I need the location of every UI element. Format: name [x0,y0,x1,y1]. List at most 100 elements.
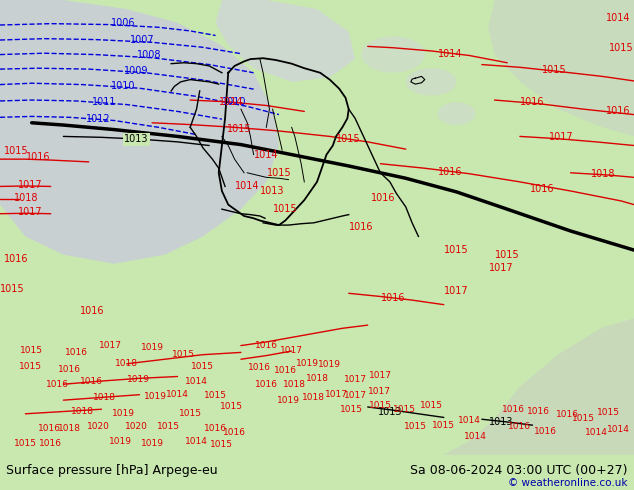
Text: 1016: 1016 [255,380,278,389]
Text: 1016: 1016 [556,410,579,419]
Text: 1019: 1019 [144,392,167,401]
Text: 1015: 1015 [1,284,25,294]
Text: 1014: 1014 [606,13,630,23]
Polygon shape [216,0,355,82]
Text: 1015: 1015 [609,43,633,53]
Text: 1014: 1014 [185,437,208,445]
Text: 1015: 1015 [220,402,243,412]
Text: 1014: 1014 [585,428,607,438]
Text: 1014: 1014 [254,149,278,160]
Text: 1014: 1014 [219,98,243,107]
Text: 1015: 1015 [4,146,28,156]
Text: 1015: 1015 [191,362,214,370]
Text: 1015: 1015 [157,422,179,431]
Text: 1019: 1019 [112,409,135,418]
Text: 1015: 1015 [340,405,363,414]
Text: 1015: 1015 [172,350,195,359]
Text: © weatheronline.co.uk: © weatheronline.co.uk [508,478,628,488]
Text: 1019: 1019 [141,343,164,352]
Text: 1018: 1018 [592,169,616,179]
Text: 1016: 1016 [39,439,62,448]
Text: 1019: 1019 [296,359,319,368]
Text: 1015: 1015 [20,345,43,355]
Text: 1015: 1015 [597,408,620,417]
Text: 1017: 1017 [549,132,573,142]
Text: 1013: 1013 [124,134,148,144]
Text: 1018: 1018 [302,393,325,402]
Text: 1007: 1007 [131,35,155,45]
Text: 1020: 1020 [87,422,110,431]
Text: 1014: 1014 [185,377,208,387]
Text: 1019: 1019 [277,395,300,405]
Text: 1016: 1016 [502,405,525,414]
Text: 1018: 1018 [115,359,138,368]
Text: 1013: 1013 [261,186,285,196]
Text: 1015: 1015 [572,414,595,423]
Text: 1017: 1017 [444,286,469,296]
Text: 1016: 1016 [46,380,68,389]
Text: 1006: 1006 [112,18,136,28]
Text: 1014: 1014 [458,416,481,425]
Text: 1010: 1010 [223,98,247,107]
Text: 1014: 1014 [438,49,462,59]
Text: 1015: 1015 [420,401,443,410]
Text: 1016: 1016 [372,193,396,203]
Text: 1016: 1016 [274,366,297,375]
Text: 1009: 1009 [124,66,148,76]
Text: 1020: 1020 [125,422,148,431]
Polygon shape [488,0,634,136]
Text: 1017: 1017 [18,180,42,190]
Text: 1018: 1018 [15,193,39,203]
Text: 1017: 1017 [100,341,122,350]
Text: 1016: 1016 [80,306,104,316]
Text: 1019: 1019 [141,439,164,448]
Text: 1015: 1015 [19,362,42,370]
Text: 1016: 1016 [530,184,554,194]
Text: 1016: 1016 [81,377,103,387]
Text: 1016: 1016 [255,341,278,350]
Text: 1008: 1008 [137,50,161,60]
Text: 1017: 1017 [344,375,366,384]
Text: 1017: 1017 [280,345,303,355]
Text: 1017: 1017 [489,263,513,273]
Text: 1014: 1014 [166,390,189,399]
Text: 1016: 1016 [26,152,50,162]
Text: 1016: 1016 [223,428,246,438]
Text: 1015: 1015 [228,124,252,134]
Text: 1018: 1018 [93,393,116,402]
Text: 1016: 1016 [508,422,531,431]
Text: 1018: 1018 [71,407,94,416]
Text: 1016: 1016 [534,427,557,437]
Text: 1016: 1016 [65,348,87,357]
Text: 1014: 1014 [235,181,259,192]
Text: 1015: 1015 [369,401,392,410]
Text: 1016: 1016 [521,98,545,107]
Text: 1010: 1010 [112,81,136,92]
Text: 1017: 1017 [325,390,347,399]
Text: 1019: 1019 [318,360,341,369]
Text: 1015: 1015 [393,405,416,414]
Text: 1016: 1016 [38,424,61,433]
Text: Sa 08-06-2024 03:00 UTC (00+27): Sa 08-06-2024 03:00 UTC (00+27) [410,464,628,477]
Text: 1015: 1015 [337,134,361,144]
Text: 1011: 1011 [93,98,117,107]
Text: 1016: 1016 [438,167,462,177]
Polygon shape [444,318,634,455]
Text: 1014: 1014 [464,432,487,441]
Text: 1015: 1015 [204,391,227,400]
Ellipse shape [437,102,476,125]
Text: 1015: 1015 [404,422,427,431]
Text: 1017: 1017 [18,207,42,217]
Text: 1016: 1016 [381,293,405,303]
Text: Surface pressure [hPa] Arpege-eu: Surface pressure [hPa] Arpege-eu [6,464,218,477]
Polygon shape [0,0,279,264]
Text: 1013: 1013 [489,417,513,427]
Text: 1015: 1015 [267,168,291,178]
Text: 1017: 1017 [344,391,366,400]
Text: 1015: 1015 [210,440,233,449]
Text: 1015: 1015 [495,249,519,260]
Text: 1015: 1015 [432,420,455,430]
Text: 1016: 1016 [58,365,81,374]
Text: 1015: 1015 [14,439,37,448]
Text: 1019: 1019 [109,437,132,445]
